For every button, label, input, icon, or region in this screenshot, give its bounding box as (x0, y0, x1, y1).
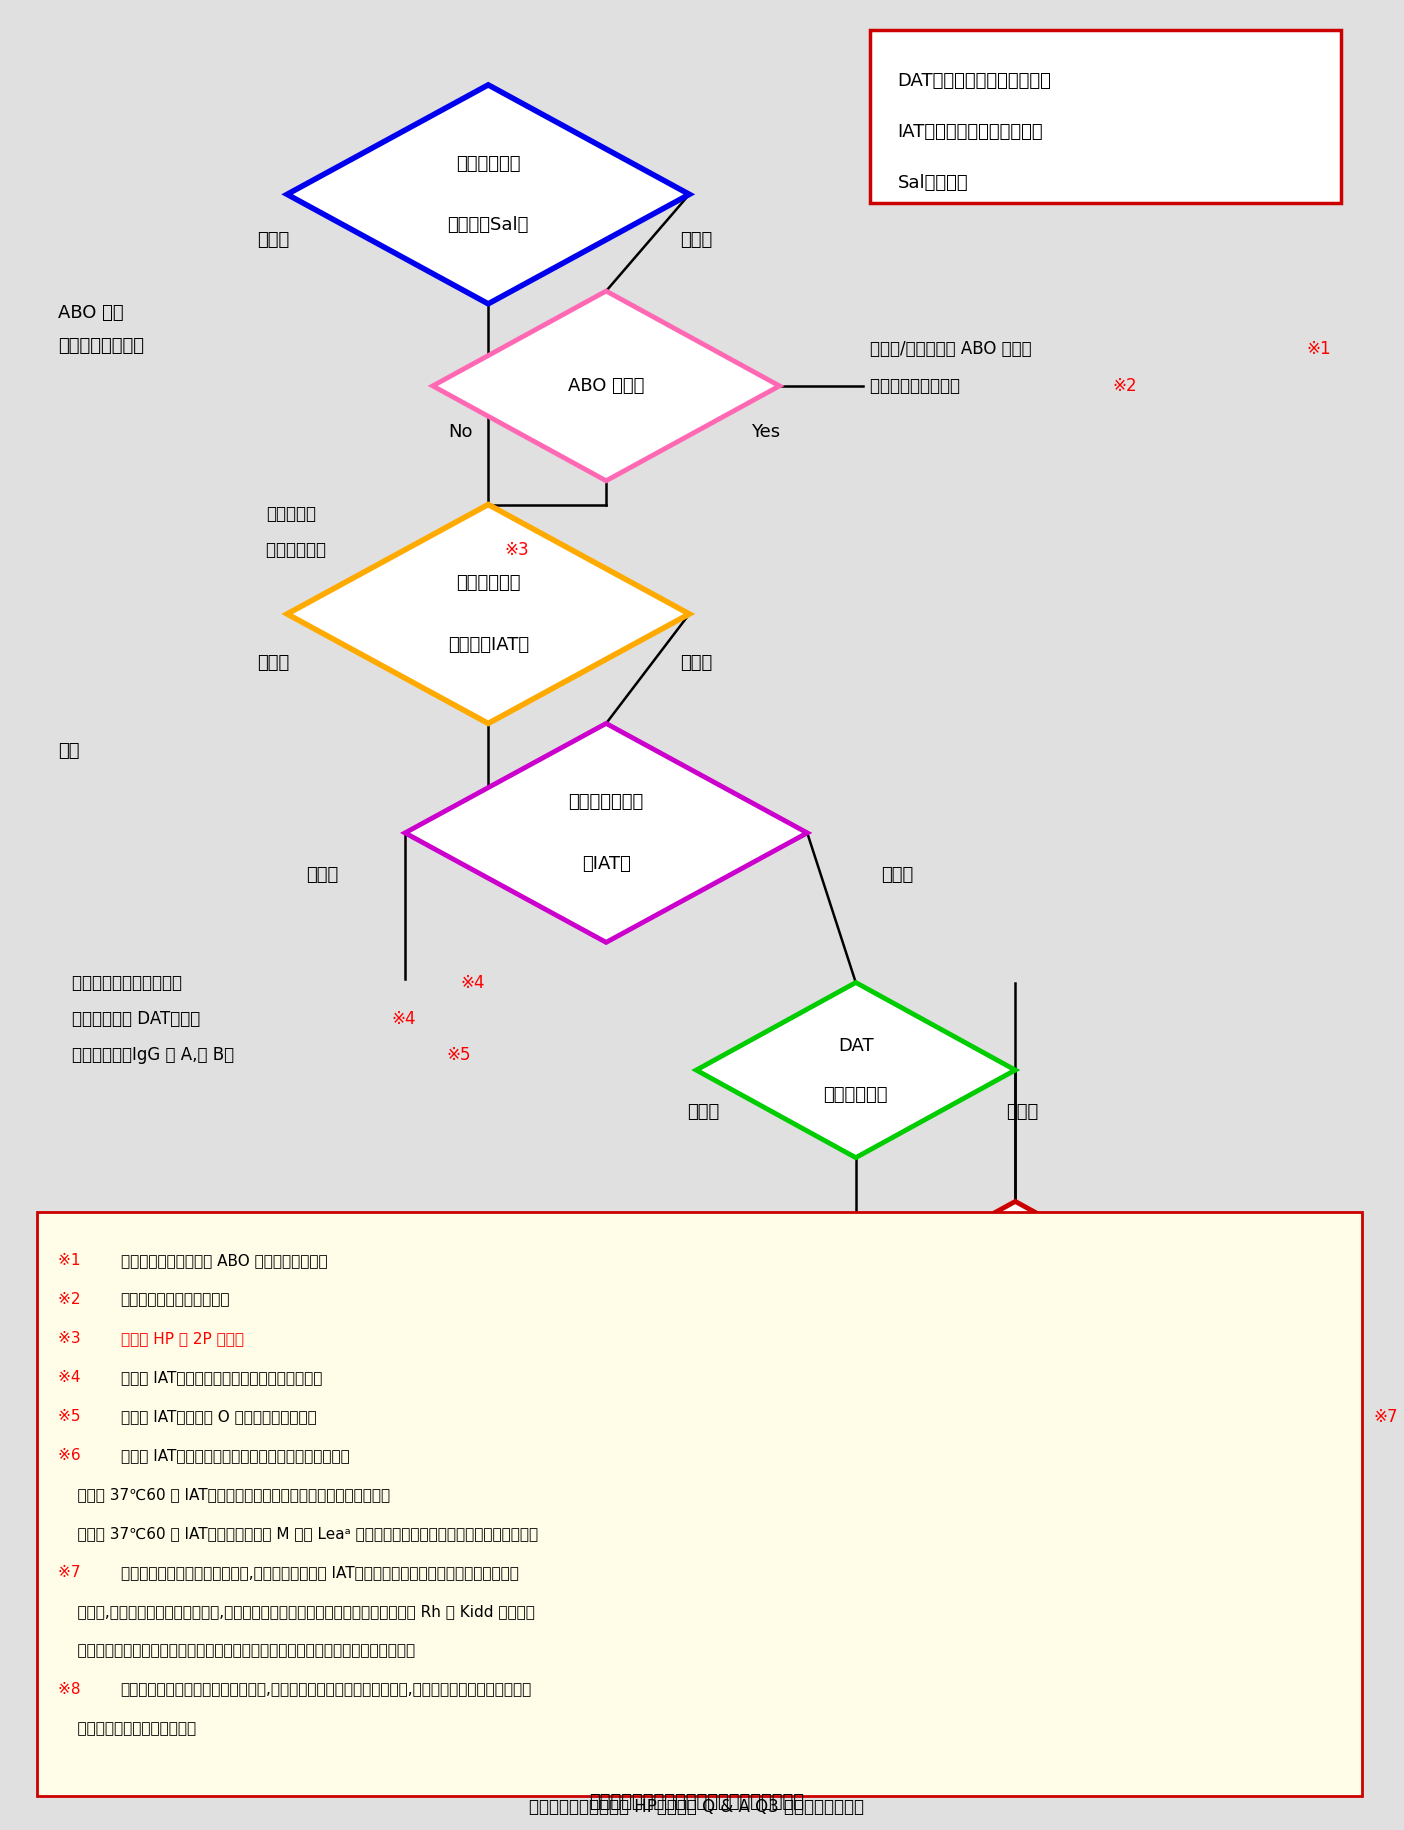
Text: ※5: ※5 (446, 1047, 472, 1065)
Text: ※1: ※1 (1307, 340, 1331, 359)
Text: （IAT）: （IAT） (581, 855, 630, 873)
Text: 主試験 IAT（－）の製剤を選択して輸血する。: 主試験 IAT（－）の製剤を選択して輸血する。 (121, 1371, 322, 1385)
Polygon shape (286, 84, 689, 304)
FancyBboxPatch shape (38, 1213, 1362, 1797)
Text: （異型適合含む）: （異型適合含む） (58, 337, 145, 355)
Text: DAT: DAT (838, 1036, 873, 1054)
Text: （＋）: （＋） (1007, 1103, 1039, 1122)
Polygon shape (432, 291, 779, 481)
Text: ※5: ※5 (58, 1409, 86, 1424)
FancyBboxPatch shape (869, 29, 1341, 203)
Text: ・連鎖形成: ・連鎖形成 (267, 505, 316, 523)
Text: ・移行抗体（IgG 抗 A,抗 B）: ・移行抗体（IgG 抗 A,抗 B） (72, 1047, 240, 1065)
Text: ※1: ※1 (58, 1254, 86, 1268)
Text: （自己対照）: （自己対照） (824, 1085, 889, 1103)
Text: 主試験 37℃60 分 IAT（－）となる冷式抗体は臨床的意義はない。: 主試験 37℃60 分 IAT（－）となる冷式抗体は臨床的意義はない。 (58, 1488, 390, 1502)
Text: クロスマッチ: クロスマッチ (456, 575, 521, 593)
Text: （－）: （－） (306, 866, 338, 884)
Text: （－）: （－） (257, 655, 289, 672)
Text: ・患者/血液製剤の ABO 型誤り: ・患者/血液製剤の ABO 型誤り (869, 340, 1042, 359)
Text: 適合: 適合 (58, 741, 80, 759)
Text: 自己抗体: 自己抗体 (785, 1435, 830, 1453)
Text: 既存の同種抗体: 既存の同種抗体 (515, 1255, 591, 1274)
Text: 患者と一致した同種赤血球吸着上清で不規則抗体検査やクロスマッチを実施する。: 患者と一致した同種赤血球吸着上清で不規則抗体検査やクロスマッチを実施する。 (58, 1643, 416, 1658)
Text: 自己抗体を患者赤血球で吸着除去し,同種抗体の存在が否定できた場合,吸着上清による主試験（－）: 自己抗体を患者赤血球で吸着除去し,同種抗体の存在が否定できた場合,吸着上清による… (121, 1682, 532, 1696)
Text: ・血液製剤の DAT（＋）: ・血液製剤の DAT（＋） (72, 1010, 205, 1028)
Text: 不規則抗体検査: 不規則抗体検査 (569, 792, 644, 811)
Text: 解離液中の抗体特異性も考慮し,原則として主試験 IAT（－）の対応抗原陰性製剤を輸血する。: 解離液中の抗体特異性も考慮し,原則として主試験 IAT（－）の対応抗原陰性製剤を… (121, 1565, 518, 1579)
Text: （＋）: （＋） (680, 231, 712, 249)
Text: （＋）: （＋） (680, 655, 712, 672)
Text: （＋）: （＋） (882, 866, 914, 884)
Polygon shape (856, 1202, 1175, 1376)
Text: 検体の再提出を依頼する。: 検体の再提出を依頼する。 (121, 1292, 230, 1307)
Text: ※3: ※3 (58, 1330, 86, 1347)
Text: DAT：直接抗グロブリン試験: DAT：直接抗グロブリン試験 (897, 71, 1052, 90)
Text: の製剤を選択して輸血する。: の製剤を選択して輸血する。 (58, 1720, 197, 1737)
Text: ABO 不適合: ABO 不適合 (569, 377, 644, 395)
Text: ・低頻度抗原に対す抗体: ・低頻度抗原に対す抗体 (72, 974, 187, 992)
Text: IAT：間接抗グロブリン試験: IAT：間接抗グロブリン試験 (897, 123, 1043, 141)
Text: 図３　間接抗グロブリン試験陽性時の考え方: 図３ 間接抗グロブリン試験陽性時の考え方 (588, 1793, 803, 1810)
Text: ※4: ※4 (392, 1010, 416, 1028)
Text: （自己抗体も共存する場合あり）: （自己抗体も共存する場合あり） (1189, 1440, 1325, 1455)
Text: ※6: ※6 (58, 1448, 86, 1462)
Polygon shape (404, 723, 807, 942)
Text: 主試験 IAT（－）の O 型製剤を輸血する。: 主試験 IAT（－）の O 型製剤を輸血する。 (121, 1409, 316, 1424)
Text: （＋）: （＋） (1172, 1325, 1205, 1343)
Text: ３ヶ月以内の: ３ヶ月以内の (983, 1255, 1047, 1274)
Text: ただし,自己抗体が共存する場合は,輸血前の患者赤血球吸着上清または少なくとも Rh と Kidd 血液型が: ただし,自己抗体が共存する場合は,輸血前の患者赤血球吸着上清または少なくとも R… (58, 1605, 535, 1620)
Text: （－）: （－） (687, 1103, 719, 1122)
Text: 主試験（IAT）: 主試験（IAT） (448, 635, 529, 653)
Text: ※2: ※2 (1112, 377, 1137, 395)
Polygon shape (696, 983, 1015, 1158)
Text: 主試験 IAT（－）の対応抗原陰性の製剤を輸血する。: 主試験 IAT（－）の対応抗原陰性の製剤を輸血する。 (121, 1448, 350, 1462)
Text: クロスマッチ: クロスマッチ (456, 156, 521, 172)
Text: 主試験（Sal）: 主試験（Sal） (448, 216, 529, 234)
Text: ・検体の取り間違い: ・検体の取り間違い (869, 377, 970, 395)
Text: ※6: ※6 (751, 1255, 776, 1274)
Text: Sal：生食法: Sal：生食法 (897, 174, 967, 192)
Text: 主試験 37℃60 分 IAT（＋）となる抗 M や抗 Leaᵃ 保有患者へは対応抗原陰性製剤を輸血する。: 主試験 37℃60 分 IAT（＋）となる抗 M や抗 Leaᵃ 保有患者へは対… (58, 1526, 538, 1541)
Text: ※8: ※8 (862, 1435, 887, 1453)
Text: 新たな同種抗体: 新たな同種抗体 (1189, 1407, 1264, 1426)
Text: ※4: ※4 (58, 1371, 86, 1385)
Text: ・寒冷凝集素: ・寒冷凝集素 (267, 542, 331, 560)
Polygon shape (286, 505, 689, 723)
Text: ABO 適合: ABO 適合 (58, 304, 124, 322)
Text: ※2: ※2 (58, 1292, 86, 1307)
Text: Yes: Yes (751, 423, 781, 441)
Text: （－）: （－） (835, 1325, 868, 1343)
Text: 詳細は HP の 2P を参照: 詳細は HP の 2P を参照 (121, 1330, 244, 1347)
Text: 赤血球輸血: 赤血球輸血 (988, 1305, 1042, 1323)
Text: ※7: ※7 (1373, 1407, 1397, 1426)
Text: ※8: ※8 (58, 1682, 86, 1696)
Text: ※4: ※4 (461, 974, 484, 992)
Text: （輸血・細胞治療学会 HP　輸血の Q & A Q3 の回答より引用）: （輸血・細胞治療学会 HP 輸血の Q & A Q3 の回答より引用） (529, 1799, 863, 1817)
Text: （－）: （－） (257, 231, 289, 249)
Text: No: No (448, 423, 473, 441)
Text: 患者または血液製剤の ABO 型を再検査する。: 患者または血液製剤の ABO 型を再検査する。 (121, 1254, 327, 1268)
Text: ※3: ※3 (505, 542, 529, 560)
Text: ※7: ※7 (58, 1565, 86, 1579)
